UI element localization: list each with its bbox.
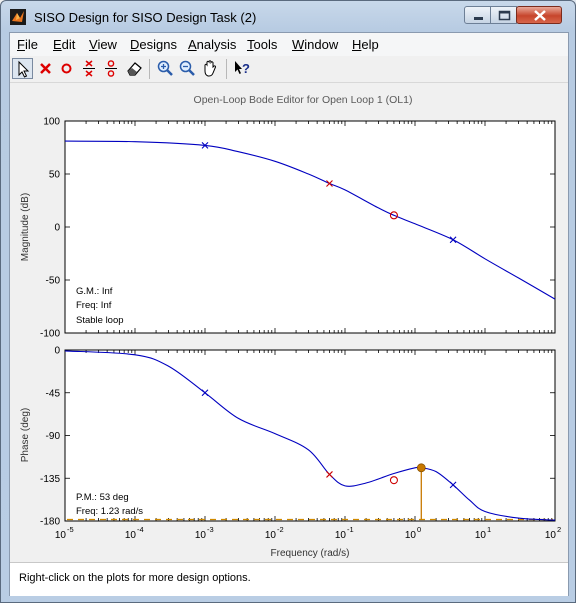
y-tick-label: -50 (46, 276, 61, 287)
x-tick-label: 10 (475, 530, 487, 541)
x-tick-label: 10 (545, 530, 557, 541)
phase-axis-label: Phase (deg) (20, 408, 31, 462)
phase-marker-group[interactable] (201, 389, 457, 520)
menu-window[interactable]: Window (292, 37, 339, 52)
plot-title: Open-Loop Bode Editor for Open Loop 1 (O… (194, 94, 413, 106)
pole-marker[interactable] (201, 141, 209, 149)
whats-this-button[interactable]: ? (232, 58, 253, 79)
pan-button[interactable] (200, 58, 221, 79)
x-tick-label: 10 (125, 530, 137, 541)
menu-bar: File Edit View Designs Analysis Tools Wi… (10, 33, 568, 57)
x-tick-label: 10 (55, 530, 67, 541)
bode-plot-area[interactable]: Open-Loop Bode Editor for Open Loop 1 (O… (10, 83, 568, 561)
delete-button[interactable] (124, 58, 145, 79)
pan-hand-icon (204, 60, 217, 77)
y-tick-label: 50 (49, 170, 61, 181)
add-complex-zero-button[interactable] (101, 58, 122, 79)
magnitude-curve[interactable] (64, 140, 556, 300)
phase-margin-marker[interactable] (416, 463, 426, 473)
minimize-button[interactable] (464, 6, 491, 24)
add-real-pole-button[interactable] (35, 58, 56, 79)
pointer-tool-button[interactable] (12, 58, 33, 79)
menu-edit[interactable]: Edit (53, 37, 76, 52)
stability-label: Stable loop (76, 315, 124, 326)
context-help-icon: ? (235, 61, 250, 76)
y-tick-label: 100 (43, 117, 60, 128)
menu-help[interactable]: Help (352, 37, 379, 52)
zoom-in-button[interactable] (155, 58, 176, 79)
y-tick-label: 0 (54, 346, 60, 357)
maximize-icon (498, 10, 511, 21)
pole-marker[interactable] (201, 389, 209, 397)
y-tick-label: -100 (40, 329, 60, 340)
title-bar[interactable]: SISO Design for SISO Design Task (2) (1, 1, 575, 31)
toolbar: ? (10, 56, 568, 83)
x-tick-label: 10 (195, 530, 207, 541)
eraser-icon (127, 62, 142, 76)
x-tick-label-exponent: 2 (557, 525, 561, 534)
x-tick-label: 10 (265, 530, 277, 541)
x-tick-label-exponent: -5 (67, 525, 74, 534)
zoom-out-button[interactable] (177, 58, 198, 79)
add-pole-pair-icon (83, 60, 95, 77)
magnitude-marker-group[interactable] (201, 141, 457, 244)
toolbar-separator (149, 59, 150, 79)
svg-text:?: ? (242, 61, 250, 76)
maximize-button[interactable] (490, 6, 517, 24)
phase-axes[interactable] (64, 349, 556, 522)
gain-margin-frequency-label: Freq: Inf (76, 300, 112, 311)
y-tick-label: 0 (54, 223, 60, 234)
pointer-icon (18, 60, 30, 78)
toolbar-separator (226, 59, 227, 79)
add-real-zero-button[interactable] (56, 58, 77, 79)
zoom-out-icon (179, 60, 195, 76)
pole-marker[interactable] (449, 481, 457, 489)
matlab-app-icon (10, 9, 26, 25)
magnitude-axes[interactable] (64, 120, 556, 334)
magnitude-axis-label: Magnitude (dB) (20, 193, 31, 261)
bode-editor-plot[interactable]: Open-Loop Bode Editor for Open Loop 1 (O… (10, 83, 568, 561)
compensator-pole-marker[interactable] (326, 180, 333, 187)
menu-analysis[interactable]: Analysis (188, 37, 237, 52)
menu-view[interactable]: View (89, 37, 117, 52)
status-text: Right-click on the plots for more design… (19, 572, 251, 584)
gain-margin-label: G.M.: Inf (76, 286, 113, 297)
y-tick-label: -45 (46, 388, 61, 399)
x-tick-label-exponent: 0 (417, 525, 421, 534)
phase-margin-frequency-label: Freq: 1.23 rad/s (76, 506, 143, 517)
phase-margin-label: P.M.: 53 deg (76, 492, 129, 503)
zoom-in-icon (157, 60, 173, 76)
x-tick-label-exponent: -4 (137, 525, 144, 534)
minimize-icon (474, 17, 483, 20)
y-tick-label: -180 (40, 517, 60, 528)
compensator-zero-marker[interactable] (389, 476, 398, 485)
menu-file[interactable]: File (17, 37, 38, 52)
close-button[interactable] (516, 6, 562, 24)
x-tick-label: 10 (335, 530, 347, 541)
compensator-pole-marker[interactable] (326, 471, 333, 478)
x-tick-label-exponent: -3 (207, 525, 214, 534)
x-tick-label-exponent: -1 (347, 525, 354, 534)
close-icon (534, 10, 546, 21)
add-zero-icon (61, 63, 72, 74)
window-title: SISO Design for SISO Design Task (2) (34, 10, 257, 25)
y-tick-label: -90 (46, 431, 61, 442)
client-area: File Edit View Designs Analysis Tools Wi… (9, 32, 569, 596)
status-bar: Right-click on the plots for more design… (10, 562, 568, 596)
menu-designs[interactable]: Designs (130, 37, 177, 52)
x-tick-label: 10 (405, 530, 417, 541)
frequency-axis-label: Frequency (rad/s) (271, 548, 350, 559)
x-tick-label-exponent: 1 (487, 525, 491, 534)
delete-pole-icon (40, 63, 51, 74)
x-tick-label-exponent: -2 (277, 525, 284, 534)
pole-marker[interactable] (449, 236, 457, 244)
magnitude-tick-group: 100 50 0 -50 -100 (40, 117, 556, 340)
y-tick-label: -135 (40, 474, 60, 485)
compensator-zero-marker[interactable] (389, 211, 398, 220)
add-complex-pole-button[interactable] (79, 58, 100, 79)
menu-tools[interactable]: Tools (247, 37, 278, 52)
add-zero-pair-icon (105, 60, 117, 77)
